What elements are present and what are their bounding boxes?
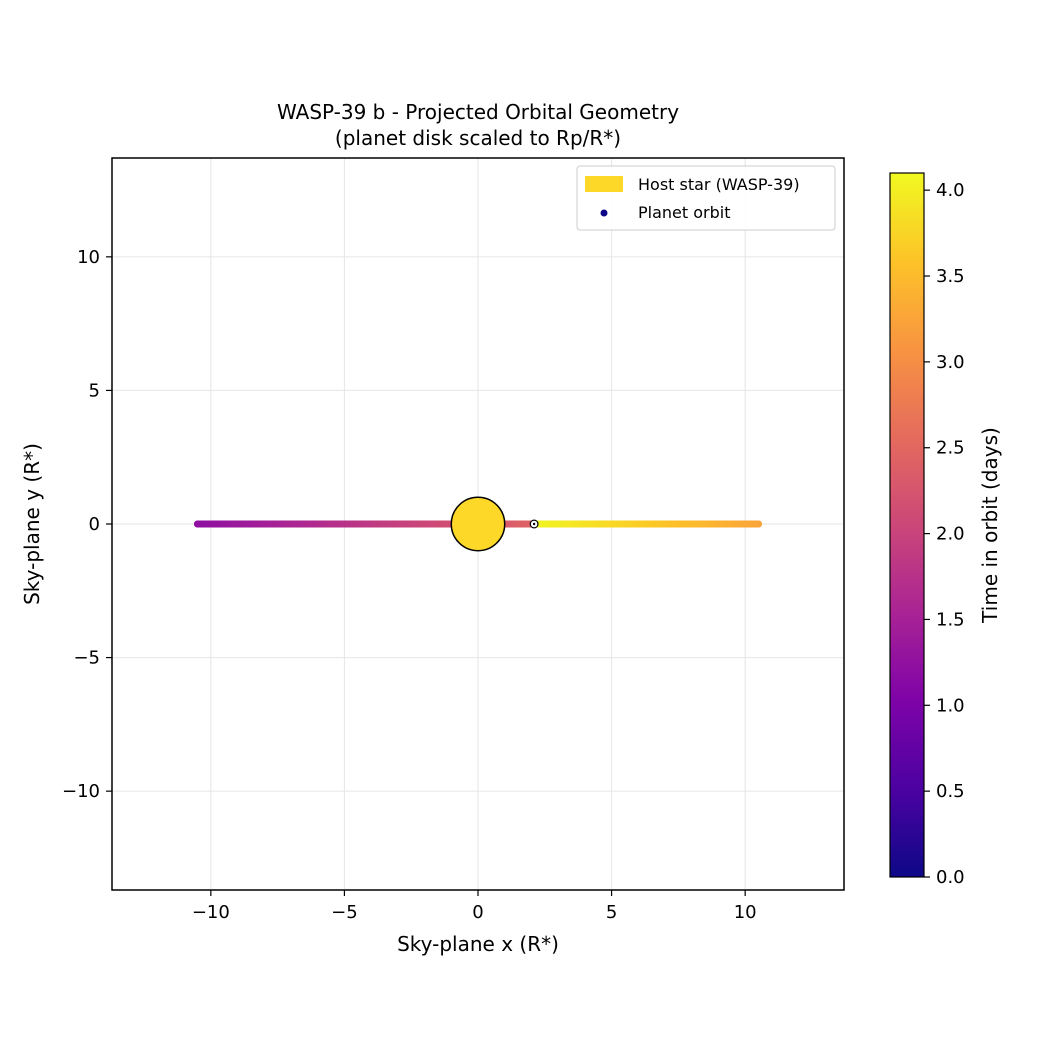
host-star (450, 496, 506, 552)
y-tick-label: −5 (73, 648, 100, 669)
colorbar-gradient (889, 172, 925, 878)
colorbar-ticks: 0.0 0.5 1.0 1.5 2.0 2.5 3.0 3.5 4.0 (924, 180, 965, 888)
x-axis-title: Sky-plane x (R*) (397, 932, 559, 956)
legend-orbit-marker (600, 209, 608, 217)
colorbar-tick-label: 4.0 (936, 180, 965, 201)
colorbar-tick-label: 2.0 (936, 524, 965, 545)
y-tick-label: 0 (89, 514, 100, 535)
legend-star-swatch (585, 176, 623, 192)
x-tick-label: 0 (472, 902, 483, 923)
colorbar-tick-label: 0.0 (936, 867, 965, 888)
y-tick-label: −10 (62, 781, 100, 802)
colorbar-tick-label: 2.5 (936, 438, 965, 459)
colorbar-tick-label: 0.5 (936, 781, 965, 802)
planet-group (529, 519, 539, 529)
chart-title: WASP-39 b - Projected Orbital Geometry (277, 100, 679, 124)
colorbar-tick-label: 3.0 (936, 352, 965, 373)
chart-subtitle: (planet disk scaled to Rp/R*) (335, 126, 621, 150)
legend-orbit-label: Planet orbit (638, 203, 730, 222)
colorbar-tick-label: 1.5 (936, 609, 965, 630)
legend-star-label: Host star (WASP-39) (638, 175, 800, 194)
y-tick-label: 10 (77, 247, 100, 268)
y-tick-label: 5 (89, 380, 100, 401)
x-tick-label: 10 (734, 902, 757, 923)
y-axis-ticks: −10 −5 0 5 10 (62, 247, 112, 802)
colorbar: 0.0 0.5 1.0 1.5 2.0 2.5 3.0 3.5 4.0 Time in orbi… (889, 172, 1002, 888)
legend: Host star (WASP-39) Planet orbit (576, 165, 836, 231)
planet-center-dot (532, 522, 536, 526)
colorbar-label: Time in orbit (days) (978, 427, 1002, 624)
x-tick-label: −10 (192, 902, 230, 923)
plot-area: −10 −5 0 5 10 −10 −5 0 5 10 (62, 157, 845, 923)
colorbar-tick-label: 1.0 (936, 695, 965, 716)
colorbar-tick-label: 3.5 (936, 266, 965, 287)
y-axis-title: Sky-plane y (R*) (20, 443, 44, 605)
host-star-group (450, 496, 506, 552)
x-axis-ticks: −10 −5 0 5 10 (192, 890, 757, 923)
x-tick-label: 5 (606, 902, 617, 923)
legend-box (576, 165, 836, 231)
x-tick-label: −5 (331, 902, 358, 923)
